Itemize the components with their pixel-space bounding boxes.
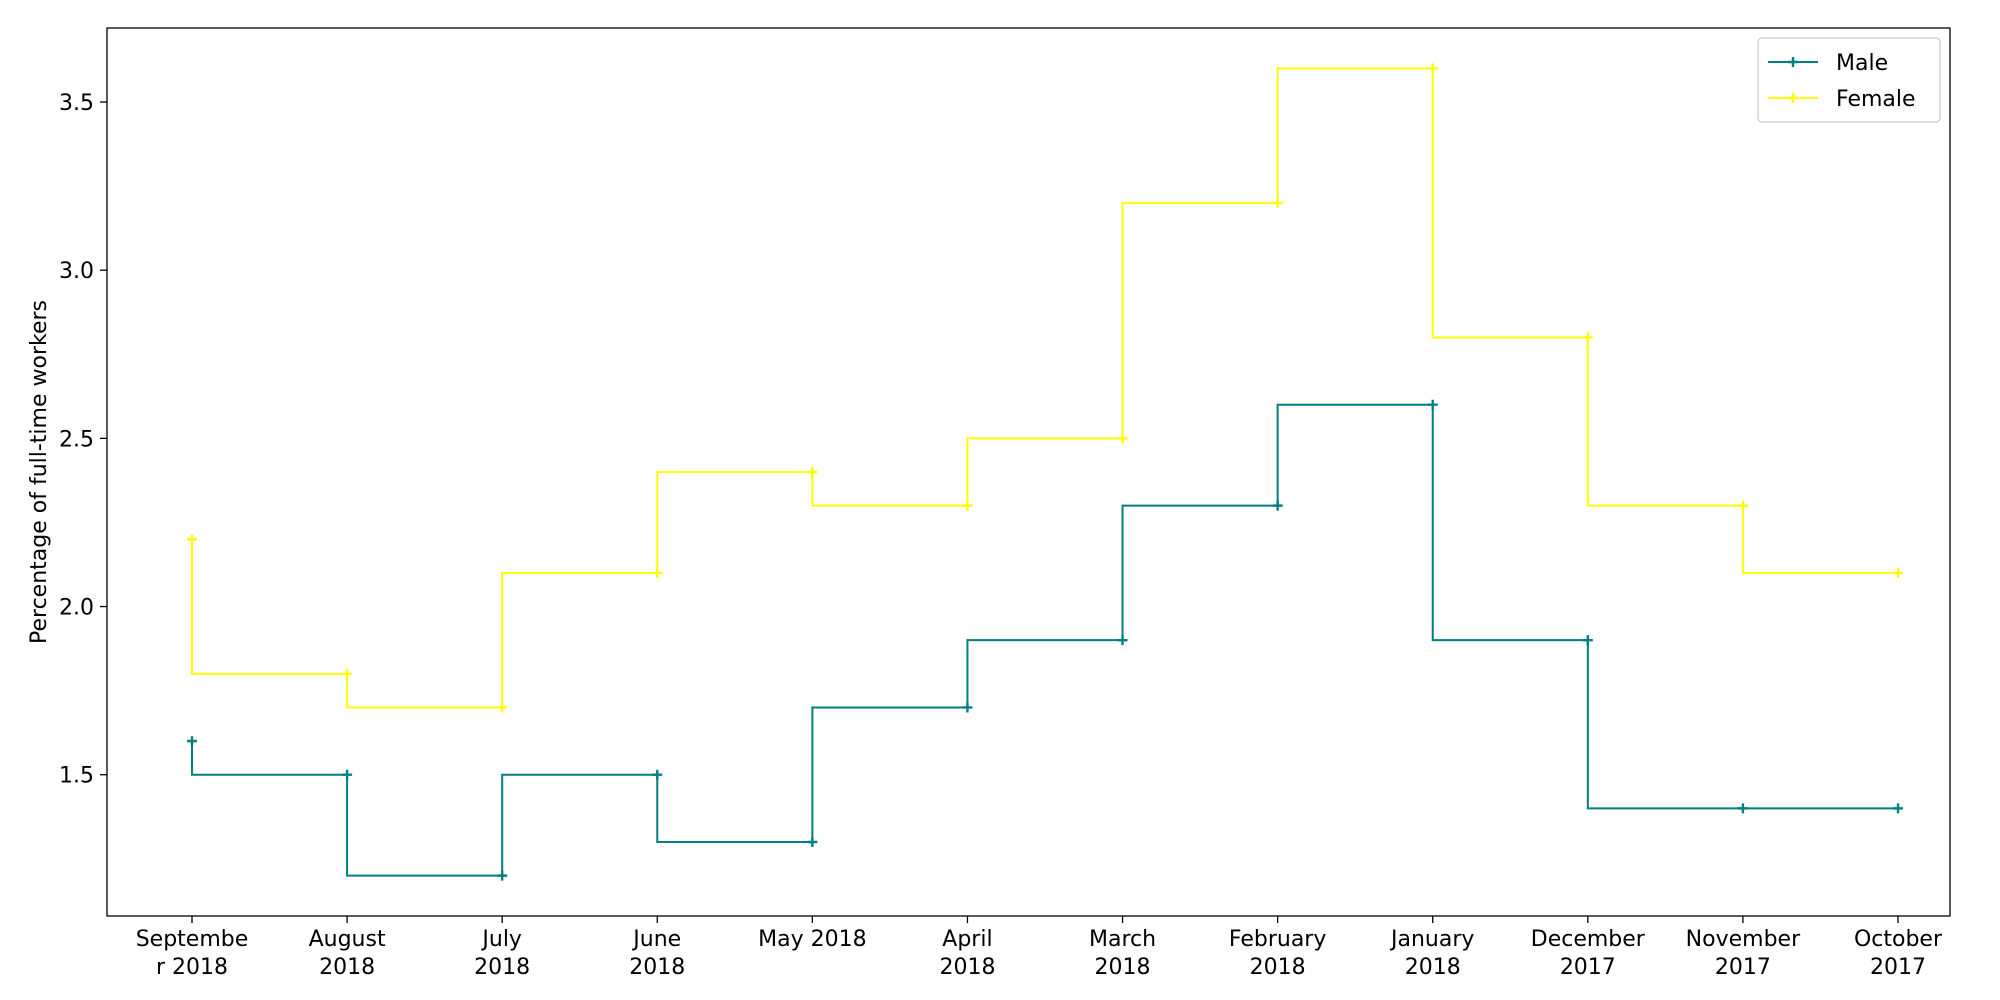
y-tick-label-2: 2.5 xyxy=(59,427,94,452)
series-line-male xyxy=(191,403,1898,877)
x-tick-label-10: November 2017 xyxy=(1686,927,1801,980)
data-point-male-11 xyxy=(1893,803,1903,814)
data-point-male-9 xyxy=(1582,635,1593,646)
data-point-female-2 xyxy=(497,702,508,713)
data-point-male-2 xyxy=(497,870,508,881)
data-point-male-4 xyxy=(807,837,818,847)
y-tick-label-3: 3.0 xyxy=(59,259,94,284)
y-axis-title: Percentage of full-time workers xyxy=(27,300,52,644)
series-line-female xyxy=(191,67,1898,709)
x-tick-label-5: April 2018 xyxy=(939,927,995,980)
data-point-male-10 xyxy=(1737,803,1748,814)
data-point-male-0 xyxy=(187,736,197,747)
data-point-female-7 xyxy=(1272,197,1283,208)
x-tick-label-8: January 2018 xyxy=(1389,927,1474,980)
legend-label-female: Female xyxy=(1836,87,1916,112)
data-point-male-5 xyxy=(962,702,973,713)
y-axis: 1.5 2.0 2.5 3.0 3.5 xyxy=(59,91,107,789)
data-point-female-8 xyxy=(1427,63,1438,74)
legend-box xyxy=(1757,37,1941,123)
data-point-female-3 xyxy=(652,567,663,578)
x-tick-label-4: May 2018 xyxy=(758,927,866,952)
data-point-female-9 xyxy=(1582,332,1593,343)
data-point-male-6 xyxy=(1117,635,1128,646)
data-point-female-10 xyxy=(1737,500,1748,511)
x-tick-label-0: Septembe r 2018 xyxy=(136,927,249,980)
series-layer xyxy=(187,63,1903,881)
data-point-male-1 xyxy=(342,769,353,780)
data-point-female-6 xyxy=(1117,433,1128,444)
x-tick-label-1: August 2018 xyxy=(309,927,386,980)
data-point-male-8 xyxy=(1427,399,1438,410)
plot-area-frame xyxy=(106,27,1951,917)
x-tick-label-7: February 2018 xyxy=(1229,927,1327,980)
x-tick-label-2: July 2018 xyxy=(474,927,530,980)
legend-marker-male xyxy=(1788,57,1798,67)
legend-label-male: Male xyxy=(1836,51,1888,76)
x-tick-label-9: December 2017 xyxy=(1531,927,1646,980)
y-tick-label-4: 3.5 xyxy=(59,91,94,116)
data-point-male-3 xyxy=(652,769,663,780)
data-point-male-7 xyxy=(1272,500,1283,511)
data-point-female-0 xyxy=(187,534,197,545)
data-point-female-11 xyxy=(1893,567,1903,578)
x-axis: Septembe r 2018 August 2018 July 2018 June 2018… xyxy=(136,916,1943,980)
data-point-female-4 xyxy=(807,467,818,477)
legend-marker-female xyxy=(1788,93,1798,103)
data-point-female-5 xyxy=(962,500,973,511)
x-tick-label-3: June 2018 xyxy=(629,927,685,980)
y-tick-label-1: 2.0 xyxy=(59,596,94,621)
x-tick-label-11: October 2017 xyxy=(1854,927,1943,980)
y-tick-label-0: 1.5 xyxy=(59,764,94,789)
x-tick-label-6: March 2018 xyxy=(1089,927,1156,980)
legend: Male Female xyxy=(1757,37,1941,123)
data-point-female-1 xyxy=(342,668,353,679)
